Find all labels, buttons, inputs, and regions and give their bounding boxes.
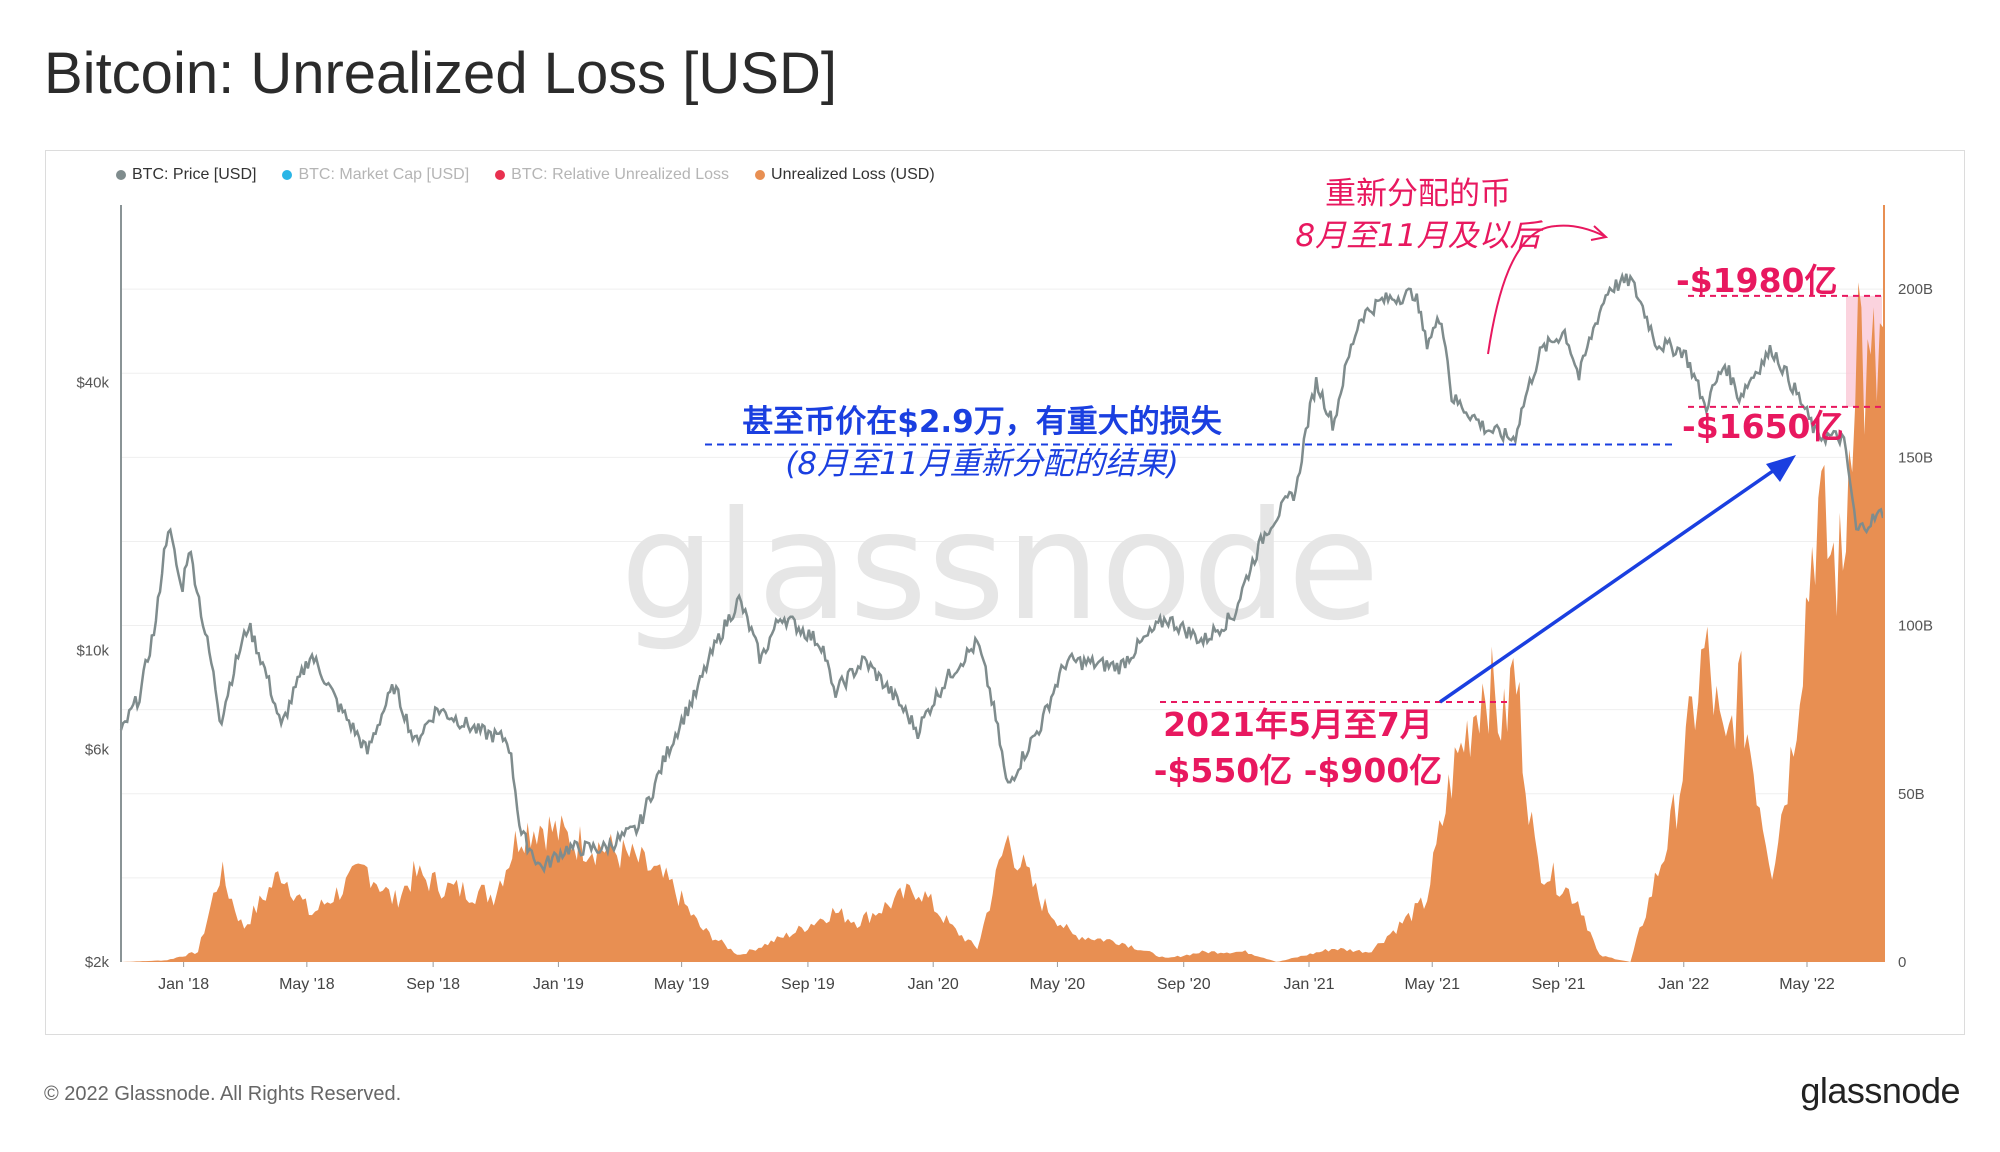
x-tick-label: Sep '19 xyxy=(781,976,835,993)
legend-item-unrealized-loss[interactable]: Unrealized Loss (USD) xyxy=(755,166,935,184)
loss-peak-box xyxy=(1846,295,1882,407)
x-tick-label: May '20 xyxy=(1030,976,1086,993)
x-tick-label: Jan '20 xyxy=(908,976,959,993)
legend-dot-price xyxy=(116,170,126,180)
annotation-min-label: -$1650亿 xyxy=(1682,407,1844,446)
y-left-ticks: $2k $6k $10k $40k xyxy=(76,374,109,971)
y-right-tick-label: 200B xyxy=(1898,281,1933,298)
watermark-text: glassnode xyxy=(620,480,1379,654)
x-tick-label: Jan '21 xyxy=(1283,976,1334,993)
legend-item-relative-loss[interactable]: BTC: Relative Unrealized Loss xyxy=(495,166,729,184)
x-tick-label: Sep '18 xyxy=(406,976,460,993)
legend-label-unrealized-loss: Unrealized Loss (USD) xyxy=(771,166,935,183)
y-right-ticks: 0 50B 100B 150B 200B xyxy=(1898,281,1933,971)
x-ticks: Jan '18 May '18 Sep '18 Jan '19 May '19 Sep '… xyxy=(158,962,1835,993)
legend-dot-relative-loss xyxy=(495,170,506,180)
legend-dot-market-cap xyxy=(282,170,293,180)
annotation-bottom-1: 2021年5月至7月 xyxy=(1163,705,1433,744)
x-tick-label: Sep '21 xyxy=(1532,976,1586,993)
legend-label-relative-loss: BTC: Relative Unrealized Loss xyxy=(511,166,730,183)
x-tick-label: Jan '22 xyxy=(1658,976,1709,993)
x-tick-label: May '19 xyxy=(654,976,710,993)
reference-lines xyxy=(705,294,1882,446)
footer-copyright: © 2022 Glassnode. All Rights Reserved. xyxy=(44,1083,402,1105)
legend-dot-unrealized-loss xyxy=(755,170,766,180)
y-right-tick-label: 0 xyxy=(1898,954,1906,971)
x-tick-label: Sep '20 xyxy=(1157,976,1211,993)
annotation-blue-arrowhead xyxy=(1766,455,1796,482)
annotation-top-arrowhead xyxy=(1590,225,1609,241)
btc-price-line xyxy=(119,271,1885,875)
y-right-tick-label: 150B xyxy=(1898,449,1933,466)
x-tick-label: May '21 xyxy=(1404,976,1460,993)
annotation-top-curve xyxy=(1487,224,1605,355)
unrealized-loss-area xyxy=(121,282,1884,962)
annotation-mid-2: (8月至11月重新分配的结果) xyxy=(785,446,1178,482)
loss-peak-highlight xyxy=(1846,295,1882,407)
annotation-mid-1: 甚至币价在$2.9万，有重大的损失 xyxy=(742,404,1222,440)
annotation-bottom-2: -$550亿 -$900亿 xyxy=(1154,751,1443,790)
annotation-top-1: 重新分配的币 xyxy=(1325,176,1511,212)
x-tick-label: Jan '18 xyxy=(158,976,209,993)
y-left-tick-label: $6k xyxy=(85,741,110,758)
footer-logo[interactable]: glassnode xyxy=(1800,1070,1960,1111)
page-title: Bitcoin: Unrealized Loss [USD] xyxy=(44,41,837,106)
legend-item-market-cap[interactable]: BTC: Market Cap [USD] xyxy=(282,166,469,184)
chart-legend: BTC: Price [USD] BTC: Market Cap [USD] B… xyxy=(116,166,935,184)
annotation-max-label: -$1980亿 xyxy=(1676,261,1838,300)
y-left-tick-label: $2k xyxy=(85,954,110,971)
legend-label-market-cap: BTC: Market Cap [USD] xyxy=(298,166,470,183)
annotation-blue-arrow xyxy=(1439,464,1781,704)
x-tick-label: Jan '19 xyxy=(533,976,584,993)
y-left-tick-label: $10k xyxy=(76,643,109,660)
y-left-tick-label: $40k xyxy=(76,374,109,391)
x-tick-label: May '22 xyxy=(1779,976,1835,993)
chart-frame xyxy=(45,150,1965,1035)
annotation-top-2: 8月至11月及以后 xyxy=(1295,218,1543,254)
y-right-tick-label: 50B xyxy=(1898,786,1925,803)
y-right-tick-label: 100B xyxy=(1898,618,1933,635)
legend-item-price[interactable]: BTC: Price [USD] xyxy=(116,166,256,184)
x-tick-label: May '18 xyxy=(279,976,335,993)
legend-label-price: BTC: Price [USD] xyxy=(132,166,257,183)
